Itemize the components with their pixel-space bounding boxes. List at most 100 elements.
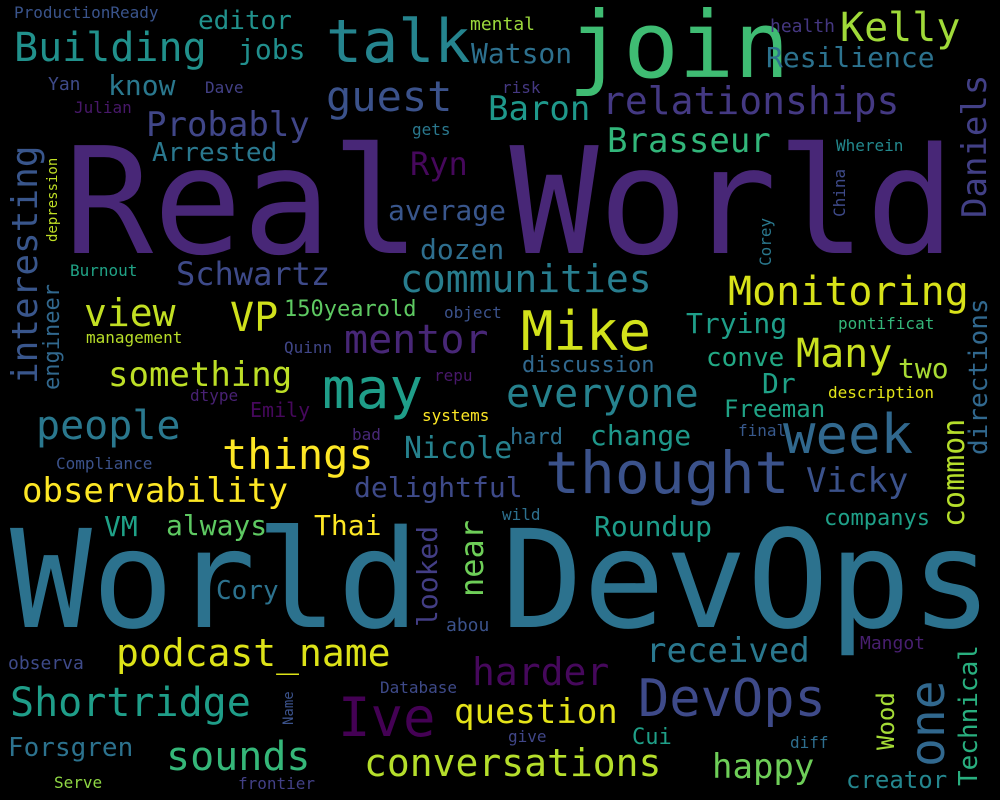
word-observability: observability (22, 471, 289, 511)
word-world-devops: World DevOps (10, 502, 993, 660)
word-productionready: ProductionReady (14, 3, 159, 22)
word-give: give (508, 727, 547, 746)
word-looked: looked (411, 525, 444, 627)
word-mentor: mentor (344, 317, 489, 363)
word-health: health (770, 16, 836, 37)
word-baron: Baron (488, 89, 591, 129)
word-julian: Julian (74, 98, 132, 117)
word-sounds: sounds (166, 734, 311, 780)
word-engineer: engineer (40, 284, 65, 390)
word-schwartz: Schwartz (176, 255, 331, 293)
word-trying: Trying (686, 307, 788, 340)
word-china: China (830, 168, 849, 217)
word-name: Name (281, 691, 297, 725)
word-daniels: Daniels (955, 74, 995, 218)
word-brasseur: Brasseur (607, 121, 771, 161)
word-communities: communities (400, 257, 652, 301)
word-wood: Wood (872, 692, 900, 750)
word-things: things (222, 430, 374, 479)
word-gets: gets (412, 120, 451, 139)
word-repu: repu (434, 366, 473, 385)
word-near: near (453, 519, 491, 597)
word-conve: conve (706, 343, 785, 373)
word-change: change (590, 419, 692, 452)
word-cory: Cory (216, 576, 279, 606)
word-database: Database (380, 678, 458, 697)
word-discussion: discussion (522, 353, 655, 378)
word-roundup: Roundup (594, 510, 713, 543)
word-directions: directions (964, 298, 994, 455)
word-view: view (84, 291, 176, 335)
word-vicky: Vicky (806, 461, 909, 501)
word-description: description (828, 383, 934, 402)
word-dozen: dozen (420, 233, 505, 266)
word-two: two (898, 352, 949, 385)
word-average: average (388, 194, 507, 227)
word-relationships: relationships (602, 79, 900, 123)
word-diff: diff (790, 733, 829, 752)
word-object: object (444, 303, 502, 322)
word-bad: bad (352, 425, 381, 444)
word-frontier: frontier (238, 774, 316, 793)
word-probably: Probably (146, 105, 310, 145)
word-week: week (783, 403, 914, 466)
word-systems: systems (422, 406, 490, 425)
word-observa: observa (8, 653, 84, 674)
word-monitoring: Monitoring (728, 269, 969, 315)
word-real-world: Real World (64, 116, 956, 288)
word-emily: Emily (250, 398, 311, 422)
word-burnout: Burnout (70, 261, 138, 280)
word-conversations: conversations (364, 741, 662, 785)
word-pontificat: pontificat (838, 314, 935, 333)
word-vp: VP (230, 295, 279, 341)
word-dave: Dave (205, 78, 244, 97)
word-forsgren: Forsgren (8, 733, 134, 763)
word-many: Many (796, 331, 893, 377)
word-dr: Dr (762, 367, 796, 400)
word-dtype: dtype (190, 386, 239, 405)
word-quinn: Quinn (284, 338, 333, 357)
word-vm: VM (104, 510, 138, 543)
word-serve: Serve (54, 773, 103, 792)
word-one: one (900, 680, 956, 767)
word-cui: Cui (632, 725, 672, 750)
word-join: join (568, 0, 790, 99)
word-people: people (36, 403, 181, 449)
word-ryn: Ryn (410, 145, 468, 183)
word-watson: Watson (471, 37, 573, 70)
word-talk: talk (326, 7, 471, 77)
word-always: always (166, 509, 268, 542)
word-interesting: interesting (5, 145, 46, 384)
word-freeman: Freeman (724, 395, 826, 423)
word-risk: risk (502, 78, 541, 97)
word-everyone: everyone (506, 371, 699, 417)
word-nicole: Nicole (404, 431, 513, 466)
word-wild: wild (502, 505, 541, 524)
word-yan: Yan (48, 74, 81, 95)
word-devops: DevOps (638, 669, 826, 729)
word-something: something (108, 355, 293, 395)
word-mangot: Mangot (860, 633, 926, 654)
word-guest: guest (326, 72, 453, 121)
word-jobs: jobs (238, 33, 306, 66)
word-mental: mental (470, 14, 536, 35)
word-corey: Corey (756, 217, 775, 266)
word-hard: hard (510, 425, 563, 450)
word-companys: companys (824, 506, 930, 531)
word-ive: Ive (338, 686, 436, 749)
word-technical: Technical (954, 645, 984, 786)
word-question: question (454, 692, 618, 732)
word-kelly: Kelly (840, 5, 961, 51)
word-happy: happy (712, 747, 815, 787)
word-delightful: delightful (354, 471, 523, 504)
word-compliance: Compliance (56, 454, 153, 473)
word-harder: harder (472, 650, 610, 694)
word-management: management (86, 328, 183, 347)
word-shortridge: Shortridge (10, 680, 251, 726)
word-editor: editor (198, 6, 292, 36)
word-150yearold: 150yearold (284, 297, 417, 322)
word-resilience: Resilience (766, 41, 935, 74)
word-building: Building (14, 25, 207, 71)
word-podcast-name: podcast_name (116, 631, 391, 675)
